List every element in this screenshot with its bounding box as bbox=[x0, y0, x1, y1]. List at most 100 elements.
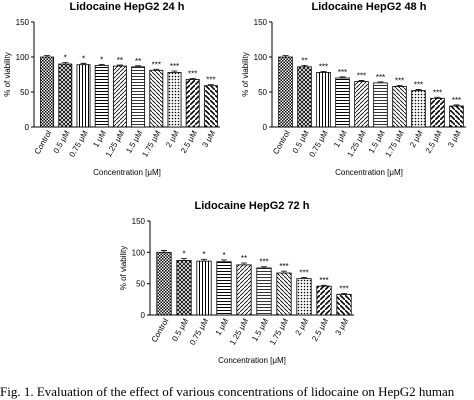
error-bar bbox=[171, 70, 178, 73]
significance-label: *** bbox=[188, 69, 197, 78]
error-bar bbox=[161, 250, 167, 253]
x-tick-label: 1.25 μM bbox=[345, 129, 367, 159]
bar bbox=[335, 77, 350, 128]
significance-label: *** bbox=[170, 62, 179, 71]
significance-label: *** bbox=[152, 60, 161, 69]
bar bbox=[316, 72, 331, 128]
x-tick-label: 2 μM bbox=[164, 129, 181, 149]
bar bbox=[40, 56, 55, 128]
x-tick-label: Control bbox=[150, 317, 171, 344]
significance-label: ** bbox=[241, 254, 247, 263]
error-bar bbox=[207, 84, 214, 86]
significance-label: *** bbox=[357, 71, 366, 80]
significance-label: * bbox=[100, 55, 103, 64]
x-tick-label: 1.5 μM bbox=[367, 129, 387, 155]
error-bar bbox=[221, 259, 227, 262]
bar bbox=[430, 97, 445, 128]
error-bar bbox=[153, 68, 160, 71]
significance-label: *** bbox=[206, 76, 215, 85]
significance-label: ** bbox=[135, 57, 141, 66]
x-tick-label: 2 μM bbox=[408, 129, 425, 149]
x-tick-label: 3 μM bbox=[200, 129, 217, 149]
significance-label: *** bbox=[299, 268, 308, 277]
x-tick-label: 2 μM bbox=[294, 317, 311, 337]
x-tick-label: 0.75 μM bbox=[188, 317, 210, 347]
bar bbox=[167, 72, 182, 128]
bar bbox=[156, 251, 172, 316]
y-tick-label: 50 bbox=[258, 88, 267, 97]
bar bbox=[373, 82, 388, 128]
y-axis-label: % of viability bbox=[119, 246, 128, 290]
error-bar bbox=[98, 63, 105, 66]
x-tick-label: 2.5 μM bbox=[424, 129, 444, 155]
significance-label: *** bbox=[452, 96, 461, 105]
x-axis-label: Concentration [μM] bbox=[335, 168, 403, 177]
significance-label: * bbox=[202, 250, 205, 259]
y-tick-label: 150 bbox=[132, 217, 146, 226]
significance-label: *** bbox=[376, 73, 385, 82]
bar bbox=[203, 85, 218, 128]
significance-label: *** bbox=[338, 68, 347, 77]
significance-label: *** bbox=[433, 88, 442, 97]
error-bar bbox=[261, 266, 267, 268]
x-tick-label: 1.75 μM bbox=[383, 129, 405, 159]
bar bbox=[196, 260, 212, 316]
y-tick-label: 0 bbox=[263, 123, 268, 132]
x-tick-label: 1 μM bbox=[214, 317, 231, 337]
y-tick-label: 0 bbox=[25, 123, 30, 132]
x-tick-label: Control bbox=[271, 129, 292, 156]
error-bar bbox=[321, 284, 327, 287]
x-tick-label: 1.75 μM bbox=[268, 317, 290, 347]
chart-title: Lidocaine HepG2 48 h bbox=[312, 1, 427, 13]
x-axis-label: Concentration [μM] bbox=[218, 356, 286, 365]
error-bar bbox=[453, 104, 460, 106]
significance-label: *** bbox=[319, 276, 328, 285]
bar bbox=[176, 260, 192, 316]
x-tick-label: 0.5 μM bbox=[170, 317, 190, 343]
error-bar bbox=[135, 65, 142, 67]
y-tick-label: 100 bbox=[16, 53, 30, 62]
bar bbox=[216, 261, 232, 316]
bar bbox=[256, 267, 272, 316]
x-tick-label: 1 μM bbox=[91, 129, 108, 149]
significance-label: *** bbox=[414, 81, 423, 90]
significance-label: *** bbox=[319, 62, 328, 71]
bar bbox=[131, 66, 146, 128]
error-bar bbox=[282, 55, 289, 57]
bar bbox=[297, 66, 312, 128]
bar bbox=[236, 264, 252, 316]
y-tick-label: 100 bbox=[132, 248, 146, 257]
bar bbox=[58, 63, 73, 128]
x-tick-label: 1.5 μM bbox=[250, 317, 270, 343]
bar bbox=[94, 65, 109, 128]
bar bbox=[112, 65, 127, 128]
error-bar bbox=[396, 84, 403, 87]
error-bar bbox=[181, 258, 187, 261]
x-tick-label: 2.5 μM bbox=[310, 317, 330, 343]
chart-title: Lidocaine HepG2 72 h bbox=[195, 200, 310, 212]
bar bbox=[276, 272, 292, 316]
x-tick-label: 1 μM bbox=[332, 129, 349, 149]
bar bbox=[449, 105, 464, 128]
significance-label: *** bbox=[339, 284, 348, 293]
significance-label: * bbox=[64, 54, 67, 63]
error-bar bbox=[201, 258, 207, 262]
error-bar bbox=[358, 80, 365, 82]
bar bbox=[336, 293, 352, 316]
error-bar bbox=[281, 270, 287, 274]
bar bbox=[316, 285, 332, 316]
bar bbox=[392, 86, 407, 128]
y-tick-label: 0 bbox=[141, 311, 146, 320]
error-bar bbox=[434, 96, 441, 99]
error-bar bbox=[189, 77, 196, 80]
error-bar bbox=[339, 76, 346, 78]
significance-label: ** bbox=[117, 56, 123, 65]
y-axis-label: % of viability bbox=[3, 52, 12, 96]
y-tick-label: 50 bbox=[136, 280, 145, 289]
x-tick-label: 3 μM bbox=[446, 129, 463, 149]
y-tick-label: 150 bbox=[254, 18, 268, 27]
error-bar bbox=[301, 65, 308, 67]
chart-title: Lidocaine HepG2 24 h bbox=[70, 1, 185, 13]
